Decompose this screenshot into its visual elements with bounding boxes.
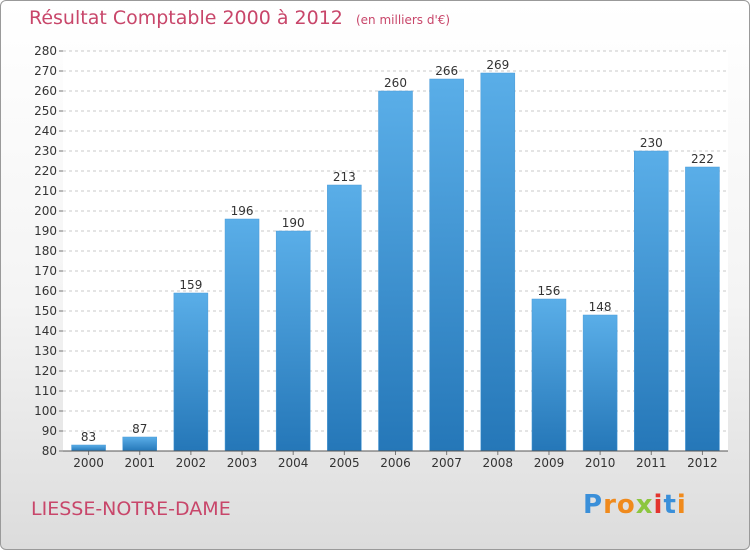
y-tick-label: 270 xyxy=(34,64,57,78)
bar xyxy=(71,444,106,452)
y-tick-label: 200 xyxy=(34,204,57,218)
bar-value-label: 159 xyxy=(179,278,202,292)
x-tick-label: 2006 xyxy=(380,456,411,470)
bar-value-label: 260 xyxy=(384,76,407,90)
bar-value-label: 190 xyxy=(282,216,305,230)
x-tick-label: 2010 xyxy=(585,456,616,470)
y-tick-label: 160 xyxy=(34,284,57,298)
logo-letter: o xyxy=(616,490,636,520)
y-tick-label: 100 xyxy=(34,404,57,418)
y-tick-label: 230 xyxy=(34,144,57,158)
y-tick-label: 280 xyxy=(34,44,57,58)
bar-value-label: 148 xyxy=(589,300,612,314)
bar xyxy=(531,298,567,452)
x-tick-label: 2004 xyxy=(278,456,309,470)
x-axis-labels: 2000 2001 2002 2003 2004 2005 2006 2007 2008 2009… xyxy=(73,451,718,470)
x-tick-label: 2002 xyxy=(176,456,207,470)
y-tick-label: 180 xyxy=(34,244,57,258)
bar-value-label: 213 xyxy=(333,170,356,184)
y-tick-label: 80 xyxy=(42,444,57,458)
bar-value-label: 269 xyxy=(486,58,509,72)
y-tick-label: 260 xyxy=(34,84,57,98)
x-tick-label: 2011 xyxy=(636,456,667,470)
x-tick-label: 2008 xyxy=(483,456,514,470)
logo-letter: r xyxy=(603,490,617,520)
proxiti-logo: Proxiti xyxy=(583,490,687,520)
x-tick-label: 2012 xyxy=(687,456,718,470)
logo-letter: i xyxy=(653,490,664,520)
bar-value-label: 156 xyxy=(538,284,561,298)
bar xyxy=(173,292,209,452)
chart-unit: (en milliers d'€) xyxy=(355,13,451,27)
logo-letter: i xyxy=(676,490,687,520)
chart-title: Résultat Comptable 2000 à 2012 xyxy=(29,7,343,29)
logo-letter: t xyxy=(663,490,677,520)
y-tick-label: 150 xyxy=(34,304,57,318)
bar-value-label: 230 xyxy=(640,136,663,150)
bar-value-label: 222 xyxy=(691,152,714,166)
bar xyxy=(378,90,413,452)
bar xyxy=(327,184,362,452)
bars: 83 87 159 196 190 213 260 266 269 156 148 230 222 xyxy=(71,58,720,452)
y-tick-label: 190 xyxy=(34,224,57,238)
y-tick-label: 120 xyxy=(34,364,57,378)
bar xyxy=(429,78,464,452)
bar xyxy=(122,436,157,452)
x-tick-label: 2000 xyxy=(73,456,104,470)
y-tick-label: 130 xyxy=(34,344,57,358)
y-tick-label: 170 xyxy=(34,264,57,278)
bar-value-label: 266 xyxy=(435,64,458,78)
x-tick-label: 2009 xyxy=(534,456,565,470)
x-tick-label: 2003 xyxy=(227,456,258,470)
bar xyxy=(634,150,669,452)
bar-value-label: 83 xyxy=(81,430,96,444)
logo-letter: x xyxy=(635,490,654,520)
bar xyxy=(582,314,618,452)
bar-value-label: 87 xyxy=(132,422,147,436)
y-tick-label: 240 xyxy=(34,124,57,138)
bar xyxy=(685,166,720,452)
x-tick-label: 2007 xyxy=(431,456,462,470)
bar xyxy=(480,72,516,452)
bar-value-label: 196 xyxy=(231,204,254,218)
bar xyxy=(224,218,260,452)
y-tick-label: 140 xyxy=(34,324,57,338)
x-tick-label: 2005 xyxy=(329,456,360,470)
y-axis-labels: 80 90 100 110 120 130 140 150 160 170 180 190 200 210… xyxy=(34,44,57,458)
x-tick-label: 2001 xyxy=(124,456,155,470)
y-tick-label: 250 xyxy=(34,104,57,118)
y-tick-label: 210 xyxy=(34,184,57,198)
logo-letter: P xyxy=(583,490,604,520)
y-tick-label: 90 xyxy=(42,424,57,438)
chart-title-block: Résultat Comptable 2000 à 2012 (en milli… xyxy=(29,7,450,29)
y-tick-label: 220 xyxy=(34,164,57,178)
bar xyxy=(275,230,311,452)
y-tick-label: 110 xyxy=(34,384,57,398)
commune-name: LIESSE-NOTRE-DAME xyxy=(31,498,231,520)
